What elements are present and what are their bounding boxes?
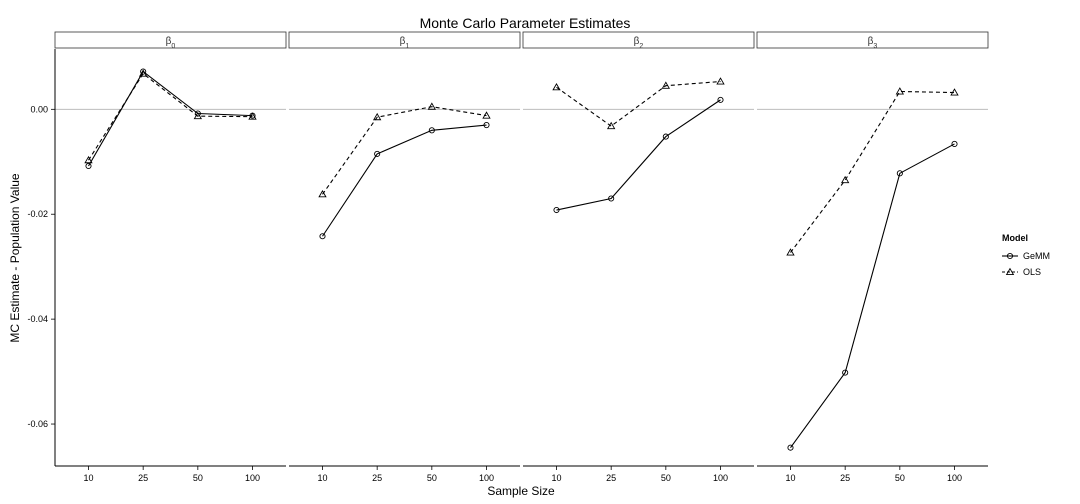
x-tick-label: 25 xyxy=(606,473,616,483)
x-tick-label: 10 xyxy=(317,473,327,483)
panel-2: β2 10 25 50 100 xyxy=(522,31,755,483)
data-point xyxy=(428,127,435,134)
data-point xyxy=(787,444,794,451)
data-point xyxy=(950,88,959,96)
y-axis-title: MC Estimate - Population Value xyxy=(8,173,22,343)
x-tick-label: 100 xyxy=(947,473,962,483)
series-line xyxy=(556,99,721,211)
x-tick-label: 25 xyxy=(372,473,382,483)
x-tick-label: 50 xyxy=(661,473,671,483)
series-line xyxy=(88,72,253,161)
x-tick-label: 25 xyxy=(138,473,148,483)
x-tick-label: 25 xyxy=(840,473,850,483)
data-point xyxy=(483,122,490,129)
data-point xyxy=(427,102,437,110)
legend-label: GeMM xyxy=(1023,251,1050,261)
data-point xyxy=(552,82,561,91)
data-point xyxy=(372,112,382,121)
x-axis-title: Sample Size xyxy=(487,484,555,498)
data-point xyxy=(606,121,616,130)
strip-box xyxy=(756,31,989,49)
data-point xyxy=(138,69,148,77)
facet-panels: β0 10 25 50 100 β1 10 25 50 100 β2 10 25 50 100 β3 10 25 5… xyxy=(54,31,989,483)
series-gemm xyxy=(553,96,724,214)
x-tick-label: 100 xyxy=(479,473,494,483)
strip-label: β2 xyxy=(634,36,644,50)
data-point xyxy=(716,77,725,85)
data-point xyxy=(85,162,92,170)
x-tick-label: 50 xyxy=(895,473,905,483)
x-tick-label: 10 xyxy=(785,473,795,483)
series-ols xyxy=(552,77,725,130)
series-line xyxy=(790,143,955,448)
x-tick-label: 10 xyxy=(83,473,93,483)
data-point xyxy=(662,133,669,140)
data-point xyxy=(248,112,257,120)
strip-box xyxy=(54,31,287,49)
data-point xyxy=(895,87,905,95)
data-point xyxy=(842,369,849,376)
y-axis: 0.00 -0.02 -0.04 -0.06 xyxy=(27,49,56,466)
series-ols xyxy=(786,87,959,256)
data-point xyxy=(786,248,795,256)
data-point xyxy=(193,111,203,120)
data-point xyxy=(318,189,327,198)
x-tick-label: 10 xyxy=(551,473,561,483)
data-point xyxy=(896,170,903,177)
series-line xyxy=(790,90,955,253)
series-line xyxy=(88,70,253,167)
data-point xyxy=(482,111,491,119)
y-tick-label: 0.00 xyxy=(30,104,48,114)
legend-item-ols: OLS xyxy=(1002,267,1041,277)
data-point xyxy=(840,175,850,184)
series-line xyxy=(322,124,487,237)
data-point xyxy=(553,206,560,214)
legend-title: Model xyxy=(1002,233,1028,243)
strip-box xyxy=(288,31,521,49)
series-line xyxy=(322,106,487,195)
data-point xyxy=(608,195,615,202)
strip-label: β0 xyxy=(166,36,176,50)
data-point xyxy=(951,140,958,147)
legend-label: OLS xyxy=(1023,267,1041,277)
data-point xyxy=(84,155,93,164)
data-point xyxy=(661,81,671,89)
x-tick-label: 50 xyxy=(427,473,437,483)
x-tick-label: 50 xyxy=(193,473,203,483)
legend: Model GeMM OLS xyxy=(1002,233,1050,277)
series-gemm xyxy=(787,140,958,451)
strip-label: β1 xyxy=(400,36,410,50)
legend-key-marker xyxy=(1005,267,1015,275)
series-gemm xyxy=(85,68,256,170)
chart-title: Monte Carlo Parameter Estimates xyxy=(420,15,631,31)
y-tick-label: -0.04 xyxy=(27,314,48,324)
panel-0: β0 10 25 50 100 xyxy=(54,31,287,483)
data-point xyxy=(319,233,326,240)
legend-key-marker xyxy=(1006,252,1014,260)
panel-1: β1 10 25 50 100 xyxy=(288,31,521,483)
x-tick-label: 100 xyxy=(713,473,728,483)
data-point xyxy=(374,150,381,157)
x-tick-label: 100 xyxy=(245,473,260,483)
series-line xyxy=(556,80,721,127)
series-ols xyxy=(84,69,257,164)
series-ols xyxy=(318,102,491,198)
strip-label: β3 xyxy=(868,36,878,50)
strip-box xyxy=(522,31,755,49)
y-tick-label: -0.02 xyxy=(27,209,48,219)
legend-item-gemm: GeMM xyxy=(1002,251,1050,261)
series-gemm xyxy=(319,122,490,240)
y-tick-label: -0.06 xyxy=(27,419,48,429)
data-point xyxy=(717,96,724,103)
panel-3: β3 10 25 50 100 xyxy=(756,31,989,483)
